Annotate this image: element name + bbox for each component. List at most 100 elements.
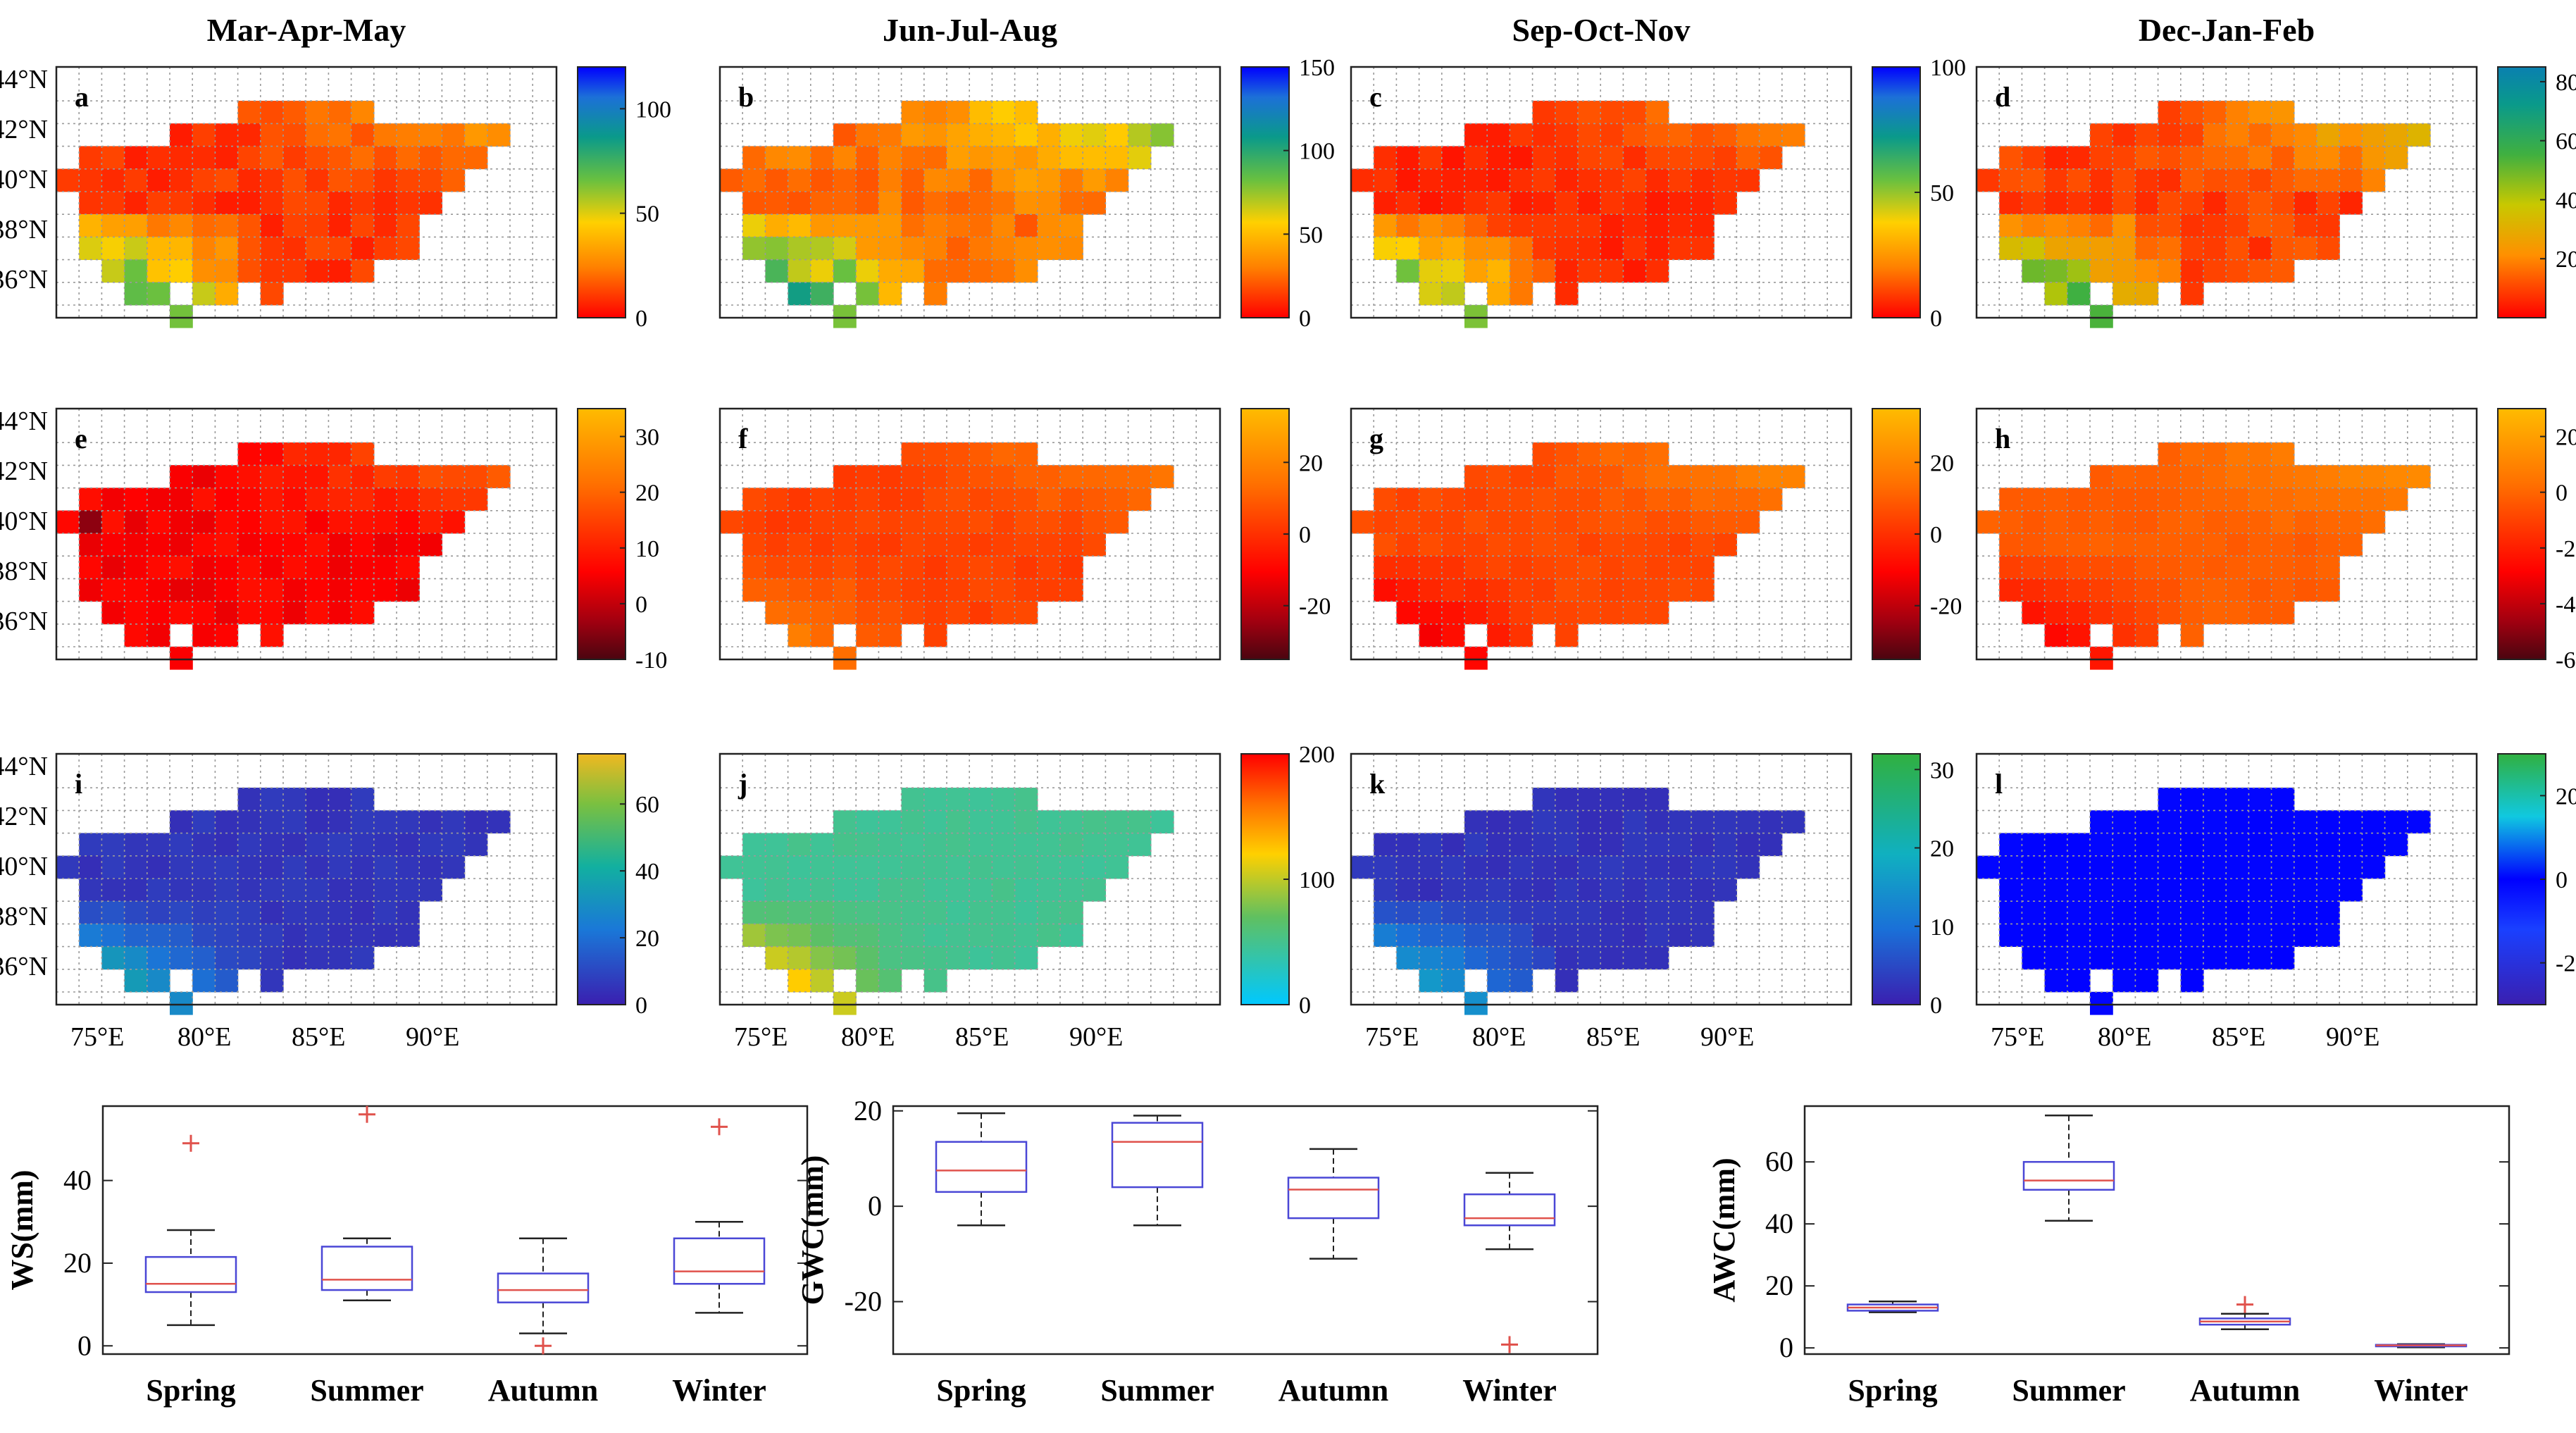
colorbar-tick: 0	[1930, 306, 1942, 332]
colorbar-l	[2497, 753, 2546, 1005]
map-cell	[1691, 556, 1715, 579]
map-cell	[788, 214, 811, 237]
map-cell	[742, 168, 766, 192]
map-cell	[1374, 168, 1397, 192]
map-cell	[2022, 214, 2046, 237]
map-cell	[283, 510, 306, 534]
map-cell	[397, 833, 420, 857]
map-cell	[306, 259, 329, 283]
map-cell	[901, 465, 925, 488]
map-cell	[1578, 214, 1601, 237]
map-cell	[2180, 168, 2204, 192]
map-cell	[419, 146, 442, 170]
map-cell	[328, 168, 352, 192]
map-cell	[260, 101, 284, 124]
colorbar-tick: 100	[635, 97, 671, 123]
map-cell	[260, 924, 284, 947]
map-cell	[351, 601, 375, 625]
map-cell	[856, 946, 879, 970]
map-cells	[1977, 788, 2431, 1015]
map-cell	[1464, 646, 1488, 670]
map-cell	[2407, 810, 2431, 833]
map-cell	[2248, 101, 2272, 124]
map-cell	[2022, 510, 2046, 534]
map-cell	[1578, 123, 1601, 147]
map-cell	[1645, 855, 1669, 879]
map-cell	[306, 146, 329, 170]
map-cell	[2226, 855, 2249, 879]
map-cell	[1487, 878, 1510, 902]
map-cell	[1714, 123, 1737, 147]
map-cell	[969, 488, 993, 511]
map-cell	[2067, 488, 2091, 511]
map-cell	[79, 510, 102, 534]
map-cell	[101, 488, 125, 511]
box-summer: Summer	[310, 1105, 424, 1408]
lat-label: 40°N	[0, 852, 48, 881]
map-cell	[147, 855, 170, 879]
map-cell	[147, 624, 170, 647]
boxplot-frame	[101, 1105, 809, 1356]
map-cell	[2248, 946, 2272, 970]
map-cell	[788, 946, 811, 970]
map-cell	[1510, 510, 1533, 534]
map-cell	[2090, 191, 2113, 215]
map-cell	[1600, 833, 1624, 857]
map-cell	[2226, 578, 2249, 602]
map-cell	[1532, 168, 1556, 192]
lat-label: 38°N	[0, 557, 48, 586]
map-cell	[1645, 237, 1669, 260]
map-cell	[2248, 810, 2272, 833]
map-cell	[2022, 237, 2046, 260]
map-cell	[215, 465, 239, 488]
map-cell	[2022, 855, 2046, 879]
map-cell	[2294, 578, 2317, 602]
map-cell	[2044, 855, 2068, 879]
map-cell	[237, 214, 261, 237]
map-cell	[1419, 282, 1443, 306]
map-cell	[2271, 833, 2295, 857]
map-cell	[947, 788, 970, 811]
map-cell	[351, 788, 375, 811]
map-cell	[923, 123, 947, 147]
map-cell	[2407, 465, 2431, 488]
map-cell	[2067, 601, 2091, 625]
map-cell	[1645, 146, 1669, 170]
map-cell	[1487, 510, 1510, 534]
map-cell	[79, 556, 102, 579]
map-cell	[2022, 556, 2046, 579]
map-cell	[1510, 924, 1533, 947]
map-cell	[2203, 901, 2227, 924]
map-cell	[1105, 510, 1129, 534]
map-cell	[742, 556, 766, 579]
lon-label: 80°E	[1472, 1022, 1526, 1052]
map-cell	[2362, 123, 2386, 147]
map-cell	[1691, 924, 1715, 947]
map-cell	[810, 969, 834, 993]
map-cell	[1014, 259, 1038, 283]
map-cell	[373, 237, 397, 260]
map-cell	[260, 168, 284, 192]
map-cell	[923, 969, 947, 993]
map-grid	[56, 409, 556, 659]
map-cell	[1396, 259, 1420, 283]
map-cell	[2090, 533, 2113, 557]
lat-label: 44°N	[0, 65, 48, 94]
map-cell	[442, 488, 466, 511]
map-cell	[1060, 237, 1083, 260]
map-cell	[79, 924, 102, 947]
map-cell	[1999, 855, 2022, 879]
map-cell	[1600, 556, 1624, 579]
map-cell	[788, 624, 811, 647]
map-cell	[419, 168, 442, 192]
map-cell	[947, 259, 970, 283]
map-cell	[810, 946, 834, 970]
map-cell	[1623, 146, 1647, 170]
map-cell	[969, 442, 993, 466]
map-cell	[2317, 810, 2340, 833]
map-cell	[923, 578, 947, 602]
map-cell	[2203, 488, 2227, 511]
map-cell	[1014, 878, 1038, 902]
map-cell	[1374, 556, 1397, 579]
